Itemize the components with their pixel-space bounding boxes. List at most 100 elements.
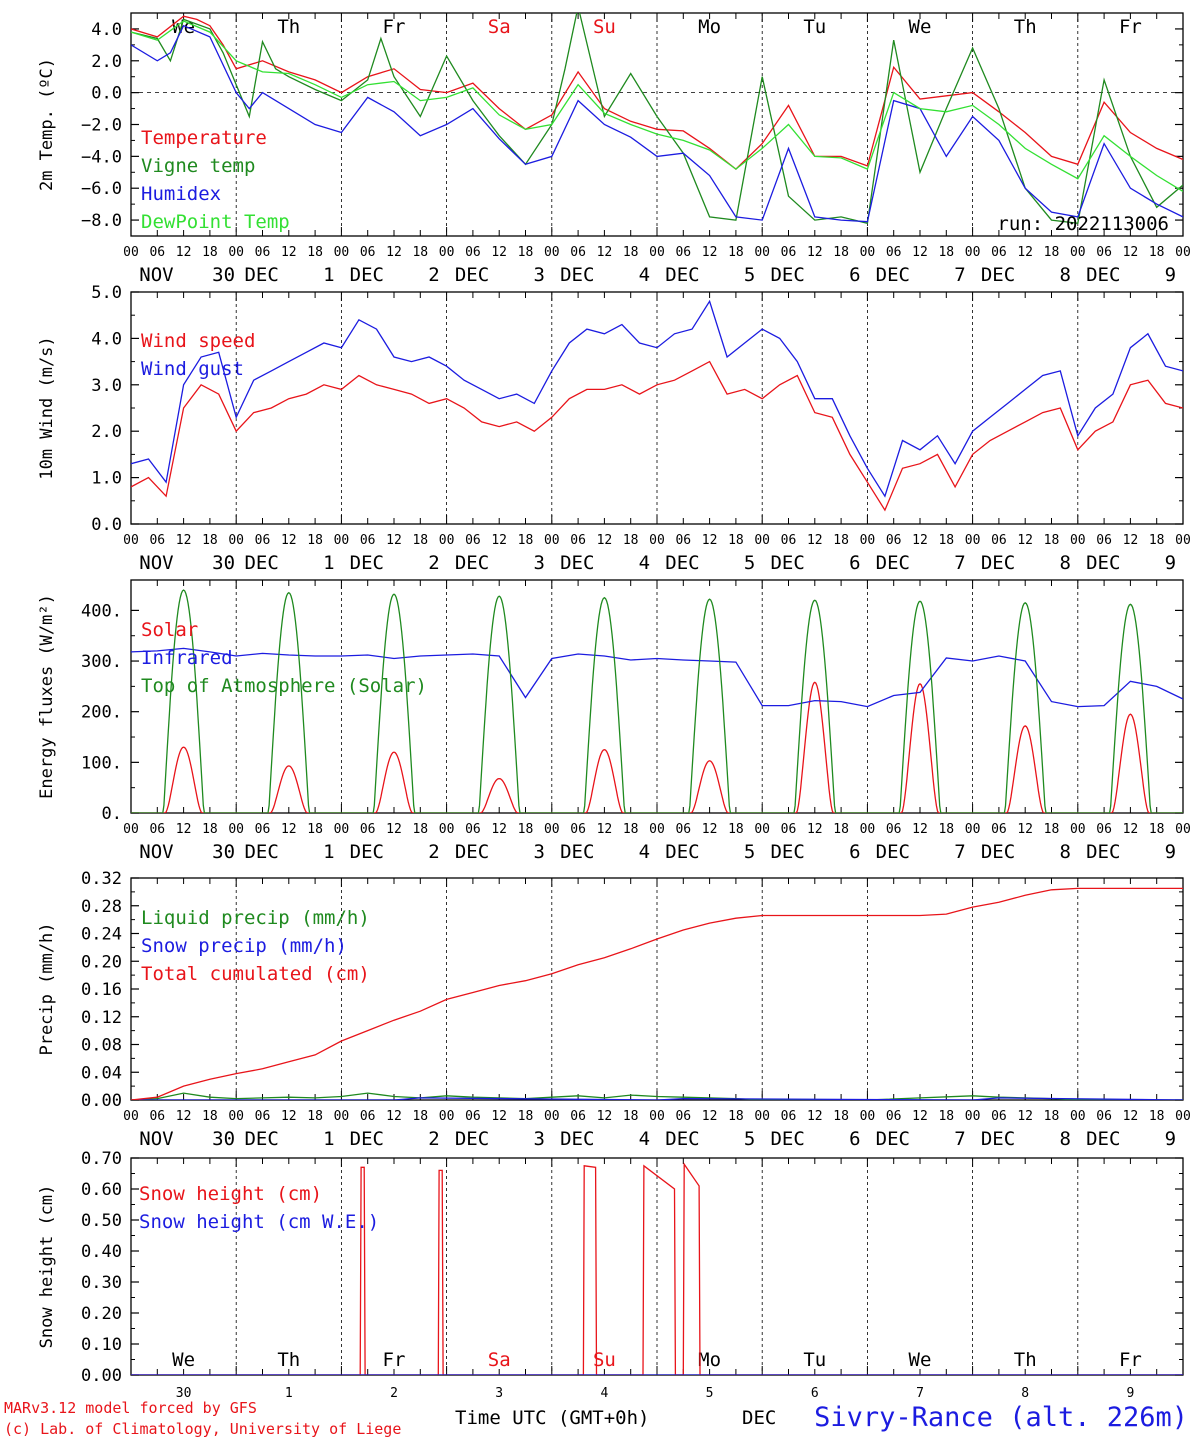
panel2-hour-label: 06 [1096, 533, 1112, 548]
panel3-hour-label: 18 [307, 822, 323, 837]
panel1-hour-label: 12 [1017, 245, 1033, 260]
panel3-date-month: NOV [139, 841, 173, 863]
panel1-hour-label: 18 [938, 245, 954, 260]
panel1-hour-label: 00 [334, 245, 350, 260]
panel4-date-month: NOV [139, 1128, 173, 1150]
panel3-date-month: DEC [244, 841, 278, 863]
panel3-hour-label: 12 [386, 822, 402, 837]
panel2-date-day: 3 [533, 552, 544, 574]
panel3-hour-label: 12 [1123, 822, 1139, 837]
panel1-legend-item: Humidex [141, 183, 221, 205]
panel2-hour-label: 12 [597, 533, 613, 548]
panel2-hour-label: 18 [728, 533, 744, 548]
panel3-date-day: 7 [954, 841, 965, 863]
panel1-hour-label: 12 [597, 245, 613, 260]
panel2-hour-label: 00 [754, 533, 770, 548]
panel5-day-name: Th [277, 1349, 300, 1371]
panel3-ytick-label: 0. [102, 804, 122, 824]
panel2-hour-label: 12 [281, 533, 297, 548]
bottom-day-number: 2 [390, 1386, 398, 1401]
panel2-hour-label: 18 [938, 533, 954, 548]
panel2-date-month: DEC [560, 552, 594, 574]
panel4-hour-label: 12 [807, 1109, 823, 1124]
panel3-hour-label: 00 [1175, 822, 1191, 837]
panel4-ytick-label: 0.28 [81, 897, 122, 917]
panel1-hour-label: 18 [1044, 245, 1060, 260]
panel3-hour-label: 18 [938, 822, 954, 837]
panel3-date-day: 3 [533, 841, 544, 863]
panel3-ylabel: Energy fluxes (W/m²) [37, 594, 57, 799]
panel4-hour-label: 12 [597, 1109, 613, 1124]
panel4-hour-label: 18 [728, 1109, 744, 1124]
panel1-date-month: DEC [981, 264, 1015, 286]
panel4-hour-label: 12 [386, 1109, 402, 1124]
panel3-hour-label: 06 [360, 822, 376, 837]
panel1-date-month: DEC [770, 264, 804, 286]
panel3-hour-label: 12 [176, 822, 192, 837]
panel3-legend-item: Solar [141, 619, 198, 641]
footer-time-label: Time UTC (GMT+0h) [455, 1407, 649, 1429]
panel2-hour-label: 00 [123, 533, 139, 548]
panel3-ytick-label: 400. [81, 601, 122, 621]
panel1-series-temperature-line [131, 15, 1183, 170]
panel1-hour-label: 06 [886, 245, 902, 260]
panel1-date-month: NOV [139, 264, 173, 286]
panel5-ytick-label: 0.50 [81, 1211, 122, 1231]
panel3-date-day: 6 [849, 841, 860, 863]
panel3-hour-label: 06 [465, 822, 481, 837]
panel1-day-name: Fr [1119, 16, 1142, 38]
panel5-ytick-label: 0.40 [81, 1242, 122, 1262]
panel2-date-day: 1 [323, 552, 334, 574]
panel1-hour-label: 06 [465, 245, 481, 260]
panel1-date-day: 2 [428, 264, 439, 286]
panel5-legend-item: Snow height (cm W.E.) [139, 1211, 379, 1233]
panel4-hour-label: 12 [702, 1109, 718, 1124]
panel1-hour-label: 18 [623, 245, 639, 260]
panel3-ytick-label: 200. [81, 703, 122, 723]
bottom-day-number: 8 [1021, 1386, 1029, 1401]
panel1-hour-label: 06 [360, 245, 376, 260]
panel5-day-name: We [172, 1349, 195, 1371]
panel3-hour-label: 12 [807, 822, 823, 837]
panel2-hour-label: 06 [360, 533, 376, 548]
panel3-date-month: DEC [1086, 841, 1120, 863]
panel1-hour-label: 06 [570, 245, 586, 260]
panel3-plot-area [131, 589, 1183, 813]
panel2-ytick-label: 1.0 [91, 469, 122, 489]
panel2-hour-label: 06 [991, 533, 1007, 548]
panel1-day-name: We [909, 16, 932, 38]
panel1-hour-label: 18 [833, 245, 849, 260]
panel4-hour-label: 00 [1070, 1109, 1086, 1124]
panel2-hour-label: 18 [307, 533, 323, 548]
panel2-hour-label: 06 [570, 533, 586, 548]
panel2-hour-label: 06 [465, 533, 481, 548]
panel3-ytick-label: 300. [81, 652, 122, 672]
panel2-hour-label: 12 [386, 533, 402, 548]
panel1-hour-label: 00 [544, 245, 560, 260]
panel2-ytick-label: 2.0 [91, 422, 122, 442]
footer-credit-line: (c) Lab. of Climatology, University of L… [4, 1420, 401, 1438]
panel2-hour-label: 00 [228, 533, 244, 548]
panel3-date-day: 4 [639, 841, 650, 863]
panel1-series-dewpoint-temp-line [131, 20, 1183, 192]
panel4-ytick-label: 0.12 [81, 1008, 122, 1028]
panel4-date-day: 7 [954, 1128, 965, 1150]
panel4-hour-label: 18 [938, 1109, 954, 1124]
panel4-date-month: DEC [981, 1128, 1015, 1150]
panel3-hour-label: 12 [702, 822, 718, 837]
panel2-date-day: 4 [639, 552, 650, 574]
panel1-day-name: Mo [698, 16, 721, 38]
panel3-legend-item: Infrared [141, 647, 233, 669]
panel1-day-name: Fr [383, 16, 406, 38]
panel1-hour-label: 12 [702, 245, 718, 260]
panel4-hour-label: 18 [202, 1109, 218, 1124]
panel2-hour-label: 06 [675, 533, 691, 548]
panel4-date-month: DEC [665, 1128, 699, 1150]
panel1-date-day: 30 [212, 264, 235, 286]
panel3-hour-label: 06 [781, 822, 797, 837]
bottom-day-number: 5 [706, 1386, 714, 1401]
panel4-ytick-label: 0.24 [81, 925, 122, 945]
panel2-date-day: 7 [954, 552, 965, 574]
panel3-hour-label: 12 [1017, 822, 1033, 837]
panel1-day-name: Sa [488, 16, 511, 38]
